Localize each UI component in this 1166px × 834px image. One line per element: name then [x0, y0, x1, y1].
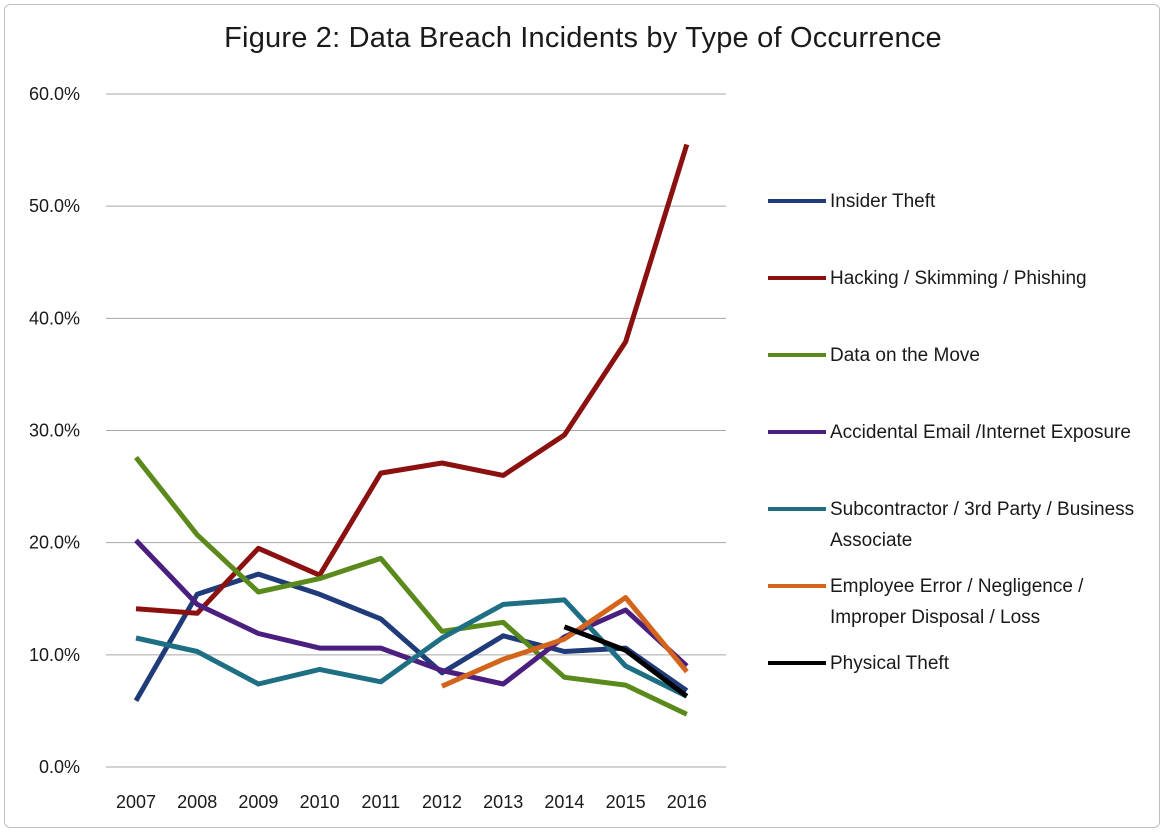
x-tick-label: 2014 [544, 792, 584, 812]
legend-label: Insider Theft [830, 191, 936, 212]
legend-label: Physical Theft [830, 653, 949, 674]
legend-swatch [768, 430, 826, 434]
y-tick-label: 20.0% [29, 533, 80, 553]
x-tick-label: 2007 [116, 792, 156, 812]
legend-swatch [768, 353, 826, 357]
x-tick-label: 2015 [606, 792, 646, 812]
y-tick-label: 60.0% [29, 84, 80, 104]
series-line [563, 624, 689, 699]
y-tick-label: 0.0% [39, 757, 80, 777]
x-tick-label: 2010 [300, 792, 340, 812]
x-tick-label: 2009 [238, 792, 278, 812]
y-tick-label: 10.0% [29, 645, 80, 665]
series-line [135, 143, 690, 616]
legend-label: Accidental Email /Internet Exposure [830, 422, 1131, 443]
legend-label: Data on the Move [830, 345, 980, 366]
legend-swatch [768, 661, 826, 665]
x-tick-label: 2008 [177, 792, 217, 812]
x-tick-label: 2012 [422, 792, 462, 812]
legend-swatch [768, 276, 826, 280]
legend-swatch [768, 584, 826, 588]
legend-swatch [768, 507, 826, 511]
series-line [134, 455, 688, 717]
x-tick-label: 2013 [483, 792, 523, 812]
x-tick-label: 2011 [361, 792, 400, 812]
x-tick-label: 2016 [667, 792, 707, 812]
legend-label: Subcontractor / 3rd Party / Business Ass… [830, 499, 1135, 551]
legend-label: Hacking / Skimming / Phishing [830, 268, 1087, 289]
series-line [440, 595, 689, 689]
legend-label: Employee Error / Negligence / Improper D… [830, 576, 1084, 628]
y-tick-label: 40.0% [29, 308, 80, 328]
legend-swatch [768, 199, 826, 203]
series-line [135, 597, 688, 699]
chart-frame [4, 4, 1160, 828]
y-tick-label: 30.0% [29, 421, 80, 441]
chart-title: Figure 2: Data Breach Incidents by Type … [224, 22, 942, 54]
y-tick-label: 50.0% [29, 196, 80, 216]
